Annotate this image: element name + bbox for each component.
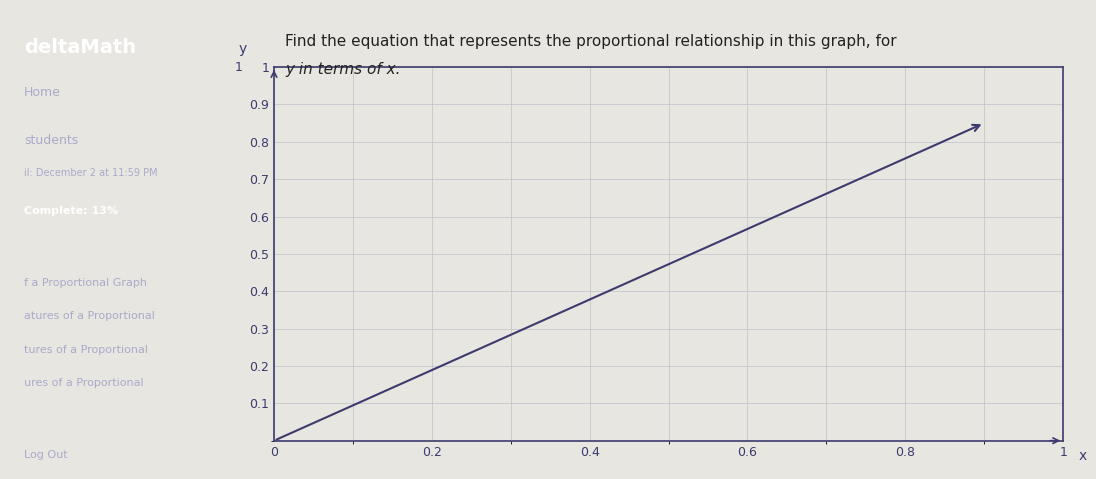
Text: ures of a Proportional: ures of a Proportional — [24, 378, 144, 388]
Text: Complete: 13%: Complete: 13% — [24, 206, 118, 216]
Text: x: x — [1078, 449, 1087, 463]
Text: 1: 1 — [235, 60, 242, 74]
Text: Find the equation that represents the proportional relationship in this graph, f: Find the equation that represents the pr… — [285, 34, 901, 48]
Text: deltaMath: deltaMath — [24, 38, 136, 57]
Text: students: students — [24, 134, 78, 147]
Text: Home: Home — [24, 86, 61, 99]
Text: Log Out: Log Out — [24, 450, 68, 460]
Text: atures of a Proportional: atures of a Proportional — [24, 311, 155, 321]
Text: y: y — [238, 42, 247, 56]
Text: f a Proportional Graph: f a Proportional Graph — [24, 278, 147, 288]
Text: il: December 2 at 11:59 PM: il: December 2 at 11:59 PM — [24, 168, 158, 178]
Text: y in terms of x.: y in terms of x. — [285, 62, 400, 77]
Text: tures of a Proportional: tures of a Proportional — [24, 345, 148, 355]
